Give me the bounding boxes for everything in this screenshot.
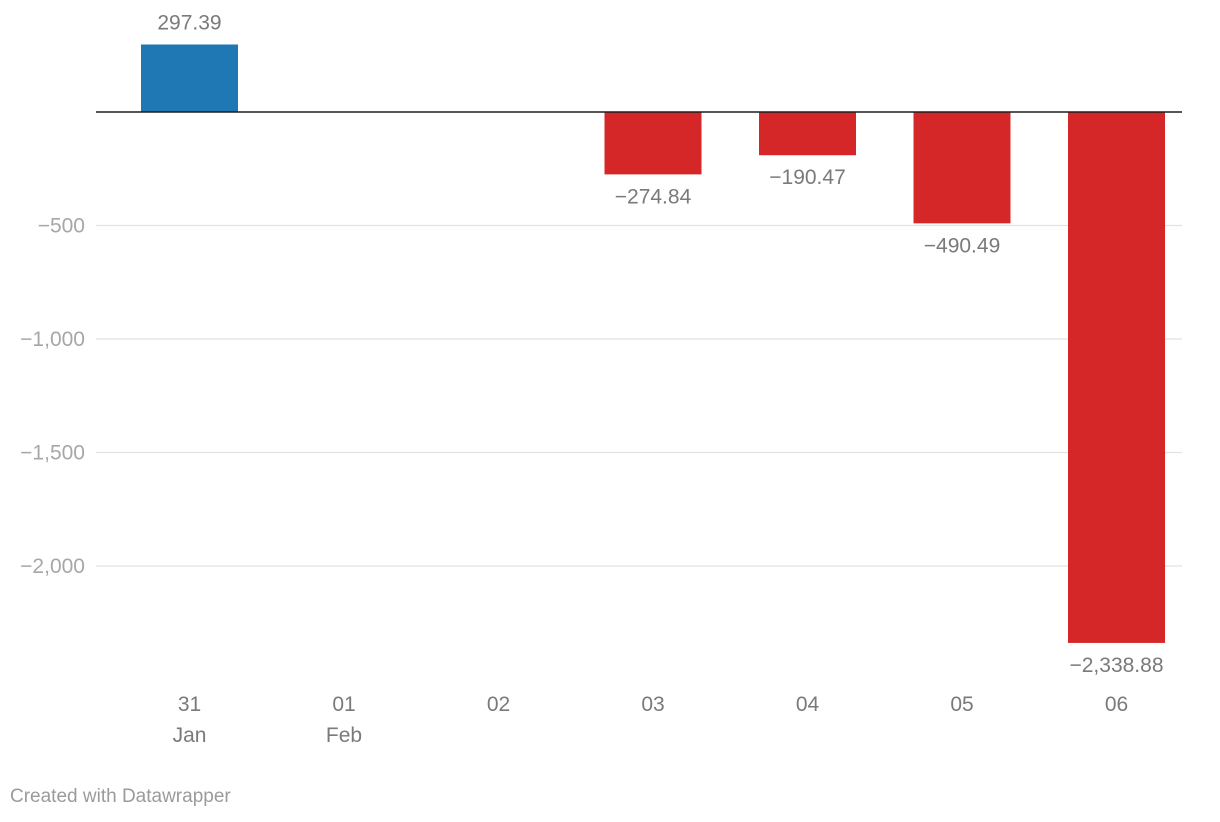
data-labels: 297.39 −274.84 −190.47 −490.49 −2,338.88	[157, 11, 1163, 676]
x-tick-label-5: 05	[950, 693, 973, 716]
bar-6	[1068, 112, 1165, 643]
bars	[141, 44, 1165, 643]
data-label-3: −274.84	[615, 185, 692, 208]
grid-lines	[96, 224, 1182, 567]
x-tick-label-2: 02	[487, 693, 510, 716]
data-label-0: 297.39	[157, 11, 221, 34]
y-tick-label-0: −500	[38, 215, 85, 238]
data-label-6: −2,338.88	[1069, 654, 1163, 677]
x-axis-tick-labels: 31 Jan 01 Feb 02 03 04 05 06	[173, 693, 1129, 747]
x-tick-label-6: 06	[1105, 693, 1128, 716]
bar-0	[141, 44, 238, 112]
x-tick-label-0: 31	[178, 693, 201, 716]
x-tick-label-4: 04	[796, 693, 820, 716]
bar-3	[604, 112, 702, 175]
bar-5	[913, 112, 1011, 224]
data-label-5: −490.49	[924, 234, 1001, 257]
x-tick-label-1: 01	[332, 693, 355, 716]
credit-text: Created with Datawrapper	[10, 786, 231, 807]
x-tick-sublabel-0: Jan	[173, 724, 207, 747]
x-tick-label-3: 03	[641, 693, 664, 716]
y-tick-label-3: −2,000	[20, 555, 85, 578]
bar-4	[759, 112, 856, 156]
y-tick-label-2: −1,500	[20, 442, 85, 465]
data-label-4: −190.47	[769, 166, 846, 189]
y-axis-tick-labels: −500 −1,000 −1,500 −2,000	[20, 215, 85, 579]
x-tick-sublabel-1: Feb	[326, 724, 362, 747]
y-tick-label-1: −1,000	[20, 328, 85, 351]
